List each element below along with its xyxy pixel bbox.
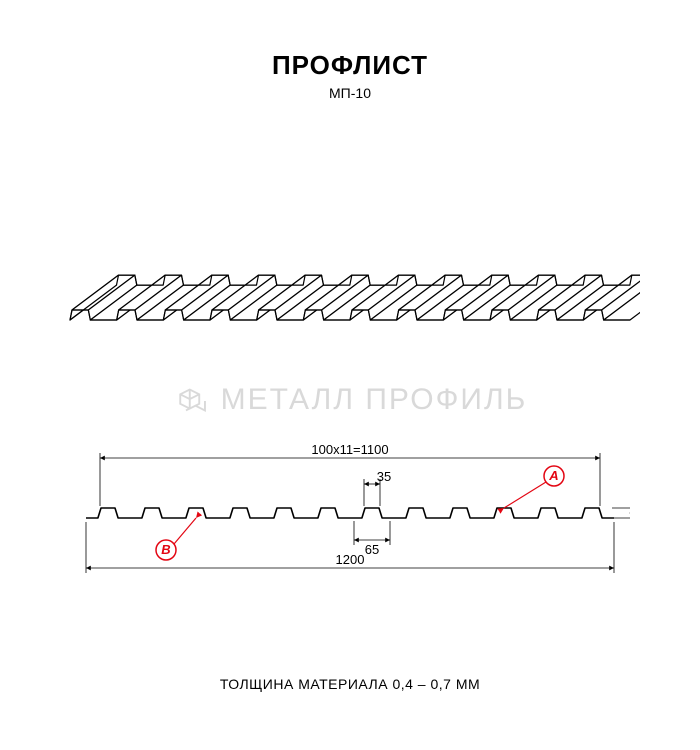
section-profile-drawing: 1200100x11=1100356510AB — [70, 440, 630, 580]
isometric-profile-drawing — [60, 190, 640, 340]
thickness-note: ТОЛЩИНА МАТЕРИАЛА 0,4 – 0,7 ММ — [0, 676, 700, 692]
title: ПРОФЛИСТ — [0, 50, 700, 81]
watermark-logo-icon — [173, 381, 211, 419]
svg-text:65: 65 — [365, 542, 379, 557]
svg-text:35: 35 — [377, 469, 391, 484]
watermark-text: МЕТАЛЛ ПРОФИЛЬ — [221, 383, 528, 417]
svg-text:100x11=1100: 100x11=1100 — [311, 442, 388, 457]
svg-text:A: A — [548, 468, 558, 483]
svg-text:1200: 1200 — [336, 552, 365, 567]
svg-text:B: B — [161, 542, 170, 557]
subtitle: МП-10 — [0, 85, 700, 101]
watermark: МЕТАЛЛ ПРОФИЛЬ — [173, 381, 528, 419]
